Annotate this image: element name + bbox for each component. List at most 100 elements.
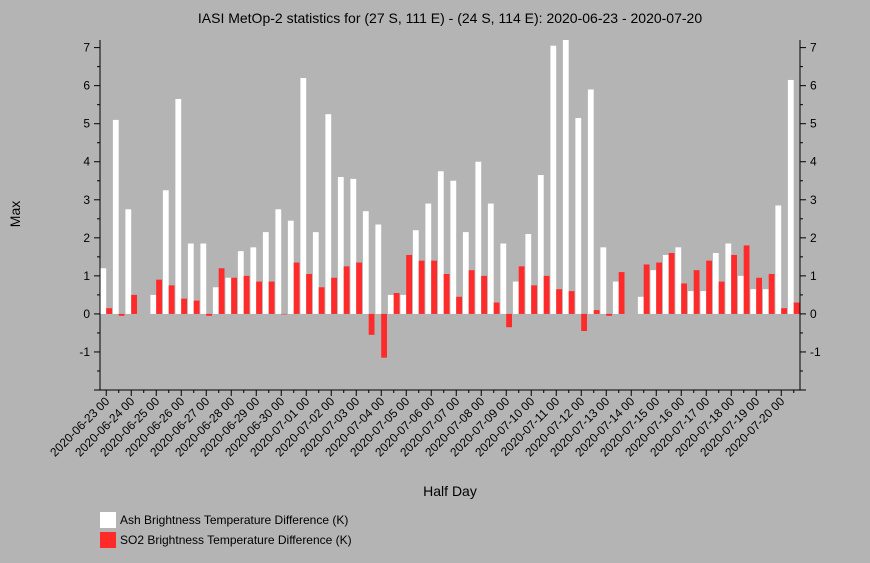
so2-bar — [281, 313, 287, 315]
y-tick-label-left: 6 — [83, 79, 90, 93]
so2-bar — [668, 253, 675, 314]
ash-bar — [187, 243, 194, 314]
so2-bar — [106, 308, 112, 314]
ash-bar — [112, 119, 119, 314]
so2-bar — [643, 264, 650, 314]
ash-bar — [575, 117, 582, 314]
so2-bar — [343, 266, 350, 314]
so2-bar — [268, 281, 275, 314]
ash-bar — [400, 294, 407, 314]
so2-bar — [768, 273, 775, 314]
so2-bar — [168, 285, 175, 314]
ash-bar — [712, 253, 719, 314]
so2-bar — [118, 313, 125, 316]
y-tick-label-right: 7 — [810, 41, 817, 55]
so2-bar — [156, 279, 162, 314]
so2-bar — [393, 292, 400, 314]
so2-bar — [556, 289, 562, 314]
ash-bar — [687, 291, 694, 314]
so2-bar — [756, 277, 762, 314]
so2-bar — [356, 262, 362, 314]
so2-bar — [706, 260, 712, 314]
y-tick-label-left: 3 — [83, 193, 90, 207]
ash-bar — [325, 114, 332, 314]
ash-bar — [700, 291, 707, 314]
ash-bar — [725, 243, 732, 314]
ash-bar — [637, 296, 644, 314]
so2-bar — [193, 300, 200, 314]
ash-bar — [587, 89, 594, 314]
ash-bar — [562, 40, 569, 314]
ash-bar — [525, 234, 532, 314]
ash-bar — [150, 294, 157, 314]
y-tick-label-left: 2 — [83, 231, 90, 245]
so2-bar — [781, 308, 787, 314]
so2-bar — [218, 268, 225, 314]
y-tick-label-left: 1 — [83, 269, 90, 283]
so2-bar — [443, 273, 450, 314]
ash-bar — [475, 161, 482, 314]
so2-bar — [131, 294, 137, 314]
y-tick-label-right: 5 — [810, 117, 817, 131]
y-tick-label-right: -1 — [810, 345, 821, 359]
so2-bar — [231, 277, 237, 314]
so2-bar — [368, 313, 375, 335]
ash-bar — [425, 203, 432, 314]
ash-bar — [550, 45, 557, 314]
so2-bar — [306, 273, 312, 314]
legend-label-so2: SO2 Brightness Temperature Difference (K… — [120, 533, 352, 547]
y-tick-label-left: 0 — [83, 307, 90, 321]
legend-swatch-so2 — [100, 532, 116, 548]
so2-bar — [431, 260, 437, 314]
so2-bar — [468, 270, 475, 314]
so2-bar — [731, 254, 737, 314]
ash-bar — [762, 289, 769, 314]
ash-bar — [662, 254, 669, 314]
ash-bar — [737, 275, 744, 314]
so2-bar — [506, 313, 512, 328]
so2-bar — [693, 270, 700, 314]
ash-bar — [125, 209, 132, 314]
y-tick-label-left: 5 — [83, 117, 90, 131]
ash-bar — [312, 232, 319, 314]
so2-bar — [718, 281, 725, 314]
so2-bar — [793, 302, 800, 314]
chart-title: IASI MetOp-2 statistics for (27 S, 111 E… — [198, 10, 702, 26]
so2-bar — [181, 298, 187, 314]
so2-bar — [743, 245, 750, 314]
ash-bar — [350, 178, 357, 314]
ash-bar — [650, 270, 657, 314]
y-tick-label-left: 7 — [83, 41, 90, 55]
so2-bar — [331, 277, 337, 314]
so2-bar — [593, 310, 600, 314]
ash-bar — [437, 171, 444, 314]
so2-bar — [568, 291, 575, 314]
legend-swatch-ash — [100, 512, 116, 528]
y-tick-label-right: 3 — [810, 193, 817, 207]
ash-bar — [300, 78, 307, 314]
y-tick-label-right: 6 — [810, 79, 817, 93]
ash-bar — [375, 224, 382, 314]
y-tick-label-left: 4 — [83, 155, 90, 169]
y-tick-label-right: 2 — [810, 231, 817, 245]
ash-bar — [787, 79, 794, 314]
ash-bar — [162, 190, 169, 314]
so2-bar — [481, 275, 487, 314]
ash-bar — [487, 203, 494, 314]
ash-bar — [600, 247, 607, 314]
legend-label-ash: Ash Brightness Temperature Difference (K… — [120, 513, 348, 527]
so2-bar — [206, 313, 212, 316]
y-tick-label-right: 0 — [810, 307, 817, 321]
so2-bar — [493, 302, 500, 314]
y-tick-label-right: 4 — [810, 155, 817, 169]
ash-bar — [275, 209, 282, 314]
ash-bar — [537, 175, 544, 314]
so2-bar — [518, 266, 525, 314]
y-tick-label-left: -1 — [79, 345, 90, 359]
y-axis-label: Max — [7, 201, 23, 227]
legend: Ash Brightness Temperature Difference (K… — [100, 512, 352, 548]
ash-bar — [287, 220, 294, 314]
ash-bar — [512, 281, 519, 314]
ash-bar — [225, 277, 232, 314]
